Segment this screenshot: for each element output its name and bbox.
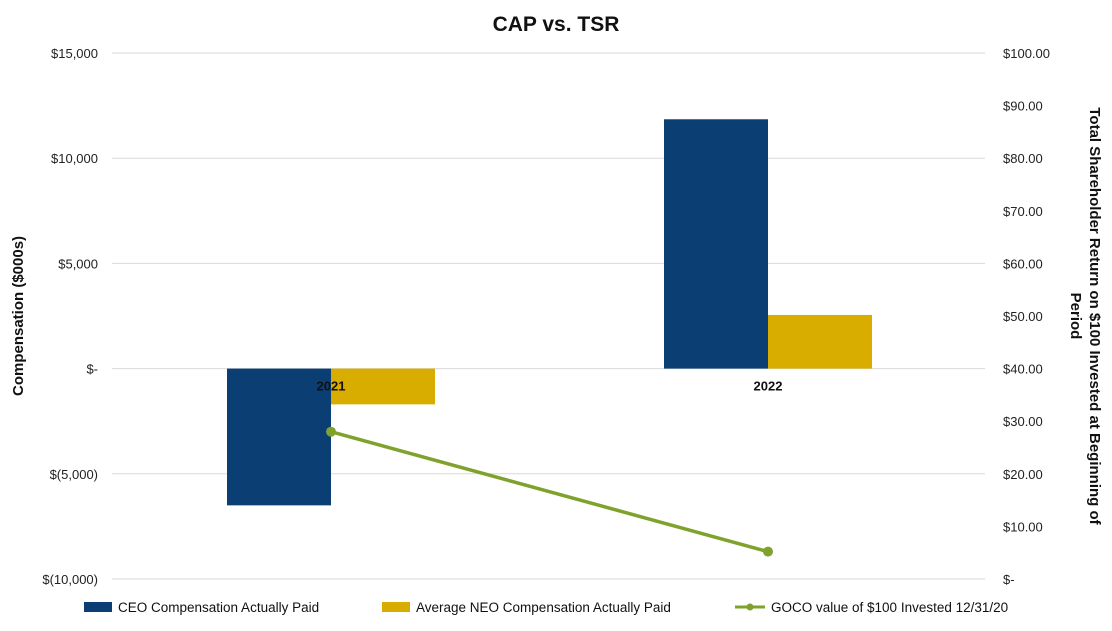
legend-layer: CEO Compensation Actually Paid Average NE… xyxy=(84,600,1008,615)
bars-layer xyxy=(227,119,872,506)
y-tick-label: $(5,000) xyxy=(50,467,98,482)
y2-tick-label: $20.00 xyxy=(1003,467,1043,482)
y-axis-title: Compensation ($000s) xyxy=(10,236,27,396)
legend-swatch-average-neo-compensation-actually-paid xyxy=(382,602,410,612)
y2-tick-label: $80.00 xyxy=(1003,151,1043,166)
bar-ceo-compensation-actually-paid-2021 xyxy=(227,368,331,506)
y2-tick-label: $40.00 xyxy=(1003,362,1043,377)
y-tick-label: $- xyxy=(86,362,98,377)
y2-tick-label: $30.00 xyxy=(1003,414,1043,429)
legend-swatch-ceo-compensation-actually-paid xyxy=(84,602,112,612)
legend-marker-goco-value-of-100-invested-12-31-20 xyxy=(746,603,754,611)
y2-tick-label: $100.00 xyxy=(1003,46,1050,61)
category-label-2021: 2021 xyxy=(317,379,346,394)
legend-label-goco-value-of-100-invested-12-31-20: GOCO value of $100 Invested 12/31/20 xyxy=(771,600,1008,615)
y-tick-label: $5,000 xyxy=(58,256,98,271)
tsr-line xyxy=(330,430,769,554)
y2-tick-label: $90.00 xyxy=(1003,99,1043,114)
y2-axis-title-line2: Period xyxy=(1067,293,1084,340)
bar-ceo-compensation-actually-paid-2022 xyxy=(664,119,768,369)
line-layer xyxy=(326,426,773,557)
y2-tick-label: $- xyxy=(1003,572,1015,587)
text-layer: $15,000 $10,000 $5,000 $- $(5,000) $(10,000) $… xyxy=(10,13,1103,587)
tsr-point-2022 xyxy=(763,546,773,557)
legend-label-ceo-compensation-actually-paid: CEO Compensation Actually Paid xyxy=(118,600,319,615)
category-label-2022: 2022 xyxy=(754,379,783,394)
chart-title: CAP vs. TSR xyxy=(493,13,620,36)
legend-label-average-neo-compensation-actually-paid: Average NEO Compensation Actually Paid xyxy=(416,600,671,615)
y-tick-label: $(10,000) xyxy=(42,572,98,587)
bar-average-neo-compensation-actually-paid-2021 xyxy=(331,368,435,405)
tsr-point-2021 xyxy=(326,426,336,437)
y2-axis-title-line1: Total Shareholder Return on $100 Investe… xyxy=(1086,107,1103,525)
y2-tick-label: $50.00 xyxy=(1003,309,1043,324)
y2-tick-label: $70.00 xyxy=(1003,204,1043,219)
bar-average-neo-compensation-actually-paid-2022 xyxy=(768,314,872,369)
y-tick-label: $15,000 xyxy=(51,46,98,61)
y2-tick-label: $60.00 xyxy=(1003,256,1043,271)
y-tick-label: $10,000 xyxy=(51,151,98,166)
y2-tick-label: $10.00 xyxy=(1003,519,1043,534)
